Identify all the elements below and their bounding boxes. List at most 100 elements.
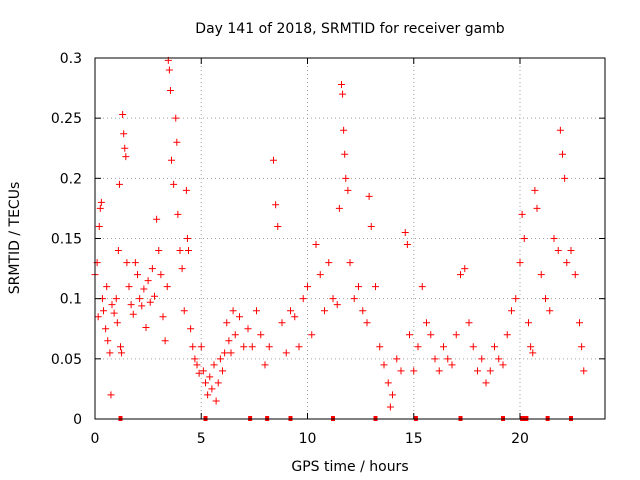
data-point xyxy=(173,138,181,146)
data-point xyxy=(576,319,583,327)
data-point xyxy=(204,391,212,399)
y-tick-label: 0.25 xyxy=(51,111,82,127)
x-axis-label: GPS time / hours xyxy=(291,459,408,475)
data-point xyxy=(556,126,564,134)
y-tick-label: 0.1 xyxy=(60,292,82,308)
data-point xyxy=(350,295,358,303)
data-point xyxy=(512,295,520,303)
data-point xyxy=(486,367,494,375)
data-point xyxy=(155,247,163,255)
data-point xyxy=(100,307,107,315)
data-point xyxy=(138,302,146,310)
data-point xyxy=(114,247,122,255)
data-point xyxy=(372,283,379,291)
data-point xyxy=(151,292,158,300)
data-point xyxy=(103,283,111,291)
data-point xyxy=(223,319,231,327)
data-point xyxy=(533,204,541,212)
data-point xyxy=(236,313,243,321)
data-point xyxy=(134,271,141,279)
data-point xyxy=(495,355,503,363)
data-point xyxy=(96,204,104,212)
data-point xyxy=(333,301,341,309)
data-point xyxy=(474,367,481,375)
data-points xyxy=(91,56,588,411)
data-point xyxy=(163,283,171,291)
data-point xyxy=(94,313,102,321)
data-point xyxy=(208,385,216,393)
data-point xyxy=(278,319,286,327)
data-point xyxy=(363,319,371,327)
data-point xyxy=(118,349,126,357)
data-point xyxy=(166,86,174,94)
data-point xyxy=(240,343,248,351)
x-tick-label: 20 xyxy=(511,431,529,447)
data-point xyxy=(414,343,422,351)
data-point xyxy=(187,325,195,333)
y-tick-label: 0.15 xyxy=(51,232,82,248)
data-point xyxy=(389,391,396,399)
data-point xyxy=(185,247,192,255)
x-tick-label: 10 xyxy=(299,431,317,447)
data-point xyxy=(210,361,218,369)
data-point xyxy=(384,379,392,387)
data-point xyxy=(125,283,133,291)
data-point xyxy=(197,343,205,351)
data-point xyxy=(338,80,345,88)
data-point xyxy=(170,180,178,188)
data-point xyxy=(261,361,269,369)
data-point xyxy=(129,310,137,318)
data-point xyxy=(291,313,299,321)
data-point xyxy=(567,247,575,255)
data-point xyxy=(219,367,226,375)
data-point xyxy=(410,367,418,375)
data-point xyxy=(191,355,199,363)
data-point xyxy=(182,186,190,194)
data-point xyxy=(104,337,112,345)
data-point xyxy=(193,361,201,369)
data-point xyxy=(452,331,460,339)
data-point xyxy=(321,307,328,315)
data-point xyxy=(440,343,447,351)
data-point xyxy=(183,235,191,242)
data-point xyxy=(202,379,209,387)
data-point xyxy=(457,271,464,279)
data-point xyxy=(214,379,222,387)
data-point xyxy=(178,265,186,273)
data-point xyxy=(312,241,320,249)
data-point xyxy=(529,349,537,357)
data-point xyxy=(140,285,148,293)
data-point xyxy=(503,331,511,339)
data-point xyxy=(346,259,354,267)
data-point xyxy=(172,114,180,122)
data-point xyxy=(427,331,435,339)
data-point xyxy=(265,343,273,351)
data-point xyxy=(115,180,123,188)
data-point xyxy=(231,331,239,339)
data-point xyxy=(102,325,110,333)
data-point xyxy=(244,325,252,333)
data-point xyxy=(525,319,532,327)
data-point xyxy=(127,301,135,309)
y-axis-ticks: 0 0.05 0.1 0.15 0.2 0.25 0.3 xyxy=(51,51,605,428)
data-point xyxy=(335,204,343,212)
data-point xyxy=(329,295,337,303)
data-point xyxy=(121,144,129,152)
data-point xyxy=(106,349,114,357)
data-point xyxy=(227,349,235,357)
data-point xyxy=(520,235,528,242)
y-tick-label: 0.05 xyxy=(51,352,82,368)
data-point xyxy=(397,367,405,375)
data-point xyxy=(123,259,131,267)
data-point xyxy=(165,66,173,74)
data-point xyxy=(325,259,333,267)
data-point xyxy=(304,283,311,291)
data-point xyxy=(287,307,294,315)
data-point xyxy=(423,319,430,327)
data-point xyxy=(344,186,352,194)
data-point xyxy=(431,355,439,363)
data-point xyxy=(448,361,456,369)
data-point xyxy=(153,215,161,223)
